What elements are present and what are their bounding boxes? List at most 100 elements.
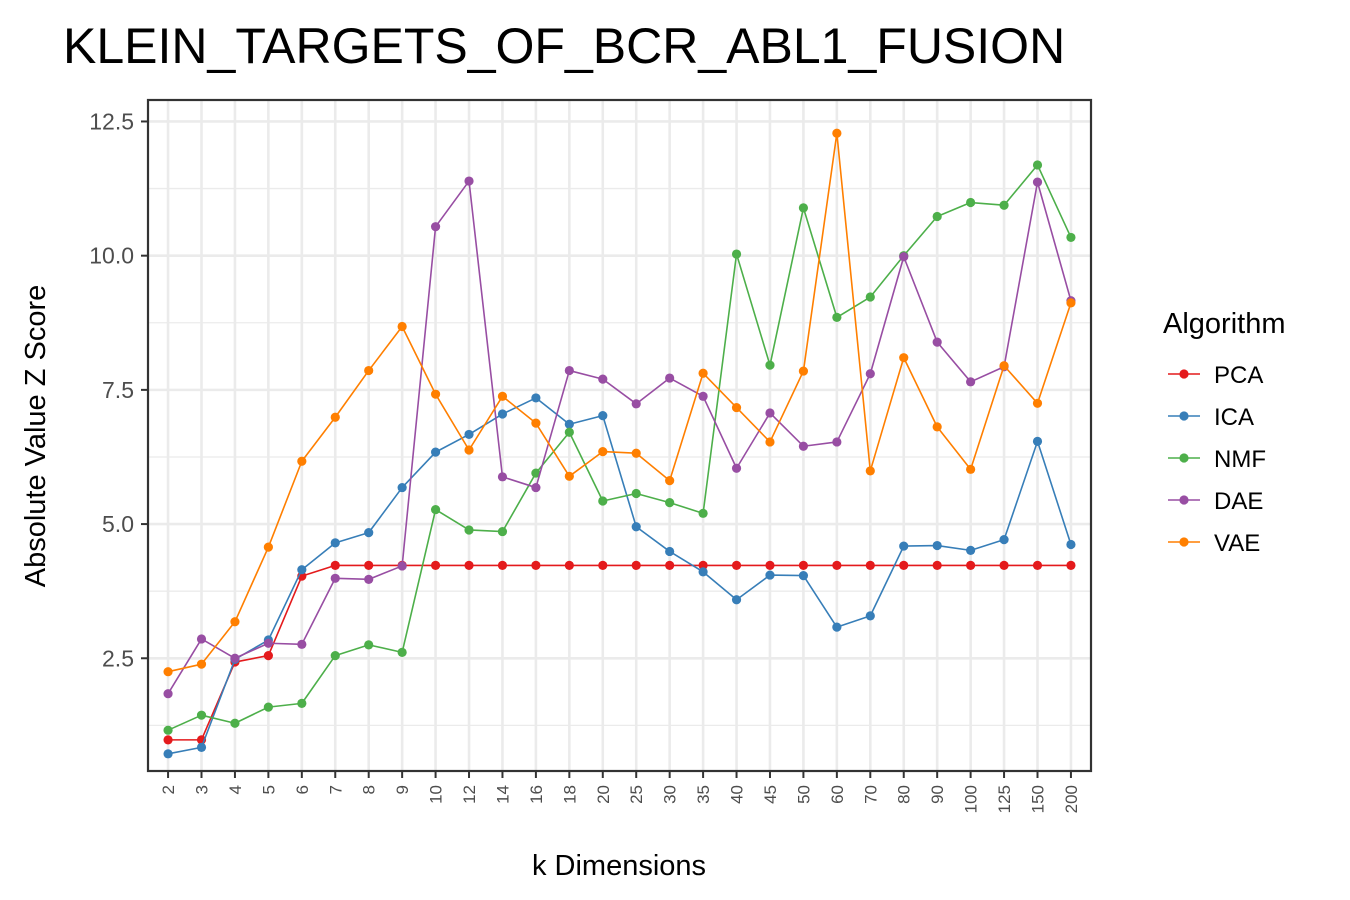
data-point-nmf: [598, 496, 608, 506]
data-point-dae: [263, 638, 273, 648]
x-axis-title: k Dimensions: [532, 850, 706, 882]
data-point-nmf: [397, 647, 407, 657]
x-tick-label: 50: [794, 785, 813, 804]
data-point-ica: [564, 419, 574, 429]
series-pca: [163, 560, 1076, 745]
data-point-pca: [564, 560, 574, 571]
data-point-nmf: [330, 650, 340, 661]
data-point-pca: [464, 560, 474, 571]
data-point-ica: [531, 393, 541, 403]
data-point-vae: [631, 448, 641, 458]
x-tick-label: 14: [493, 785, 512, 804]
data-point-pca: [1066, 560, 1076, 571]
data-point-nmf: [564, 427, 574, 437]
data-point-vae: [1032, 398, 1043, 408]
x-tick-label: 20: [594, 785, 613, 804]
legend-label: VAE: [1214, 530, 1260, 557]
data-point-vae: [364, 365, 374, 376]
data-point-nmf: [364, 640, 374, 650]
data-point-nmf: [999, 200, 1009, 210]
series-line-dae: [167, 180, 1072, 695]
y-tick-label: 2.5: [102, 645, 134, 671]
data-point-dae: [230, 653, 240, 663]
data-point-pca: [999, 560, 1009, 571]
series-nmf: [163, 160, 1076, 735]
x-tick-label: 70: [861, 785, 880, 804]
data-point-nmf: [163, 725, 173, 735]
x-tick-label: 45: [761, 785, 780, 804]
x-tick-label: 7: [326, 785, 345, 794]
legend-key-point: [1179, 369, 1189, 379]
data-point-vae: [430, 389, 441, 399]
y-axis: 2.5 5.0 7.5 10.0 12.5: [89, 108, 148, 671]
data-point-nmf: [698, 508, 708, 518]
data-point-ica: [899, 541, 909, 551]
data-point-nmf: [464, 525, 474, 535]
data-point-pca: [731, 560, 742, 571]
data-point-vae: [297, 456, 307, 466]
data-point-dae: [698, 391, 708, 401]
data-point-nmf: [765, 360, 775, 370]
data-point-ica: [598, 411, 608, 421]
data-point-dae: [832, 437, 842, 447]
data-point-vae: [999, 361, 1009, 371]
data-point-ica: [430, 447, 441, 457]
data-point-vae: [497, 391, 508, 401]
x-tick-label: 16: [527, 785, 546, 804]
series-dae: [163, 176, 1076, 699]
data-point-pca: [765, 560, 775, 571]
data-point-ica: [832, 622, 842, 632]
x-axis: 2 3 4 5 6 7 8 9 10 12 14 16 18 20 25 30 35 40 45 50 60 70 80 90…: [159, 771, 1081, 813]
series-layer: [163, 128, 1076, 759]
series-line-pca: [168, 564, 1071, 741]
data-point-pca: [832, 560, 842, 571]
x-tick-label: 5: [259, 785, 278, 794]
data-point-dae: [497, 472, 508, 482]
data-point-nmf: [531, 468, 541, 478]
data-point-dae: [397, 561, 407, 571]
x-tick-label: 40: [728, 785, 747, 804]
data-point-dae: [364, 574, 374, 584]
x-tick-label: 80: [895, 785, 914, 804]
series-line-vae: [167, 132, 1072, 673]
x-tick-label: 90: [928, 785, 947, 804]
data-point-dae: [464, 176, 474, 186]
data-point-dae: [798, 441, 809, 451]
data-point-nmf: [263, 702, 273, 712]
y-tick-label: 7.5: [102, 377, 134, 403]
data-point-ica: [698, 567, 708, 577]
legend-item-nmf: NMF: [1168, 446, 1266, 473]
data-point-pca: [865, 560, 875, 571]
x-tick-label: 12: [460, 785, 479, 804]
y-tick-label: 10.0: [89, 243, 134, 269]
data-point-dae: [163, 689, 173, 699]
data-point-nmf: [832, 312, 842, 323]
data-point-ica: [631, 522, 641, 532]
data-point-vae: [765, 437, 775, 447]
series-ica: [163, 393, 1076, 759]
data-point-ica: [665, 546, 675, 557]
data-point-dae: [765, 408, 775, 418]
legend-title: Algorithm: [1163, 308, 1286, 340]
x-tick-label: 150: [1028, 785, 1047, 813]
legend-label: ICA: [1214, 404, 1254, 431]
data-point-ica: [1032, 436, 1043, 447]
x-tick-label: 35: [694, 785, 713, 804]
data-point-dae: [598, 374, 608, 384]
legend-item-pca: PCA: [1168, 362, 1263, 389]
data-point-vae: [865, 466, 875, 476]
data-point-dae: [1032, 177, 1043, 187]
data-point-dae: [731, 463, 742, 473]
x-tick-label: 125: [995, 785, 1014, 813]
legend-key-point: [1179, 453, 1189, 463]
data-point-ica: [999, 535, 1009, 545]
data-point-ica: [397, 482, 407, 493]
data-point-pca: [531, 560, 541, 571]
data-point-nmf: [665, 498, 675, 508]
data-point-vae: [899, 353, 909, 363]
data-point-pca: [631, 560, 641, 571]
data-point-ica: [297, 565, 307, 575]
data-point-vae: [598, 447, 608, 457]
x-tick-label: 4: [226, 785, 245, 794]
